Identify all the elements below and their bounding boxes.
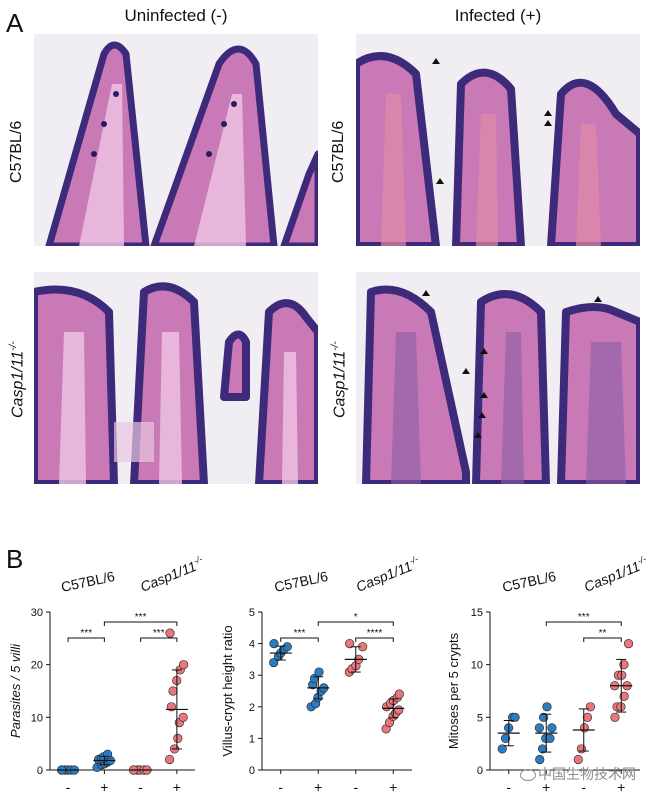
chart-0-significance-label: ***	[80, 628, 92, 639]
chart-0-significance-label: ***	[153, 628, 165, 639]
chart-2-point	[579, 723, 590, 733]
chart-1-group-label-c57bl6: C57BL/6	[273, 568, 330, 595]
watermark-text: 中国生物技术网	[520, 764, 636, 784]
row-label-c57bl6-infected: C57BL/6	[330, 120, 347, 183]
chart-1-y-tick-label: 0	[249, 765, 255, 777]
panel-b-label: B	[6, 544, 24, 574]
chart-2-y-tick-label: 5	[477, 712, 483, 724]
chart-0-point	[165, 628, 175, 638]
chart-2-point	[545, 733, 555, 743]
chart-1-significance-bracket	[317, 621, 394, 626]
chart-0-group-label-c57bl6: C57BL/6	[60, 568, 117, 595]
chart-1-point	[314, 667, 324, 677]
chart-2-point	[576, 744, 587, 754]
chart-2-y-tick-label: 0	[477, 765, 483, 777]
column-header-uninfected: Uninfected (-)	[124, 6, 228, 25]
chart-0-y-tick-label: 20	[31, 660, 43, 672]
chart-2-significance-bracket	[583, 637, 622, 642]
chart-2-significance-bracket	[545, 621, 622, 626]
chart-0-y-label: Parasites / 5 villi	[8, 643, 23, 738]
chart-0-y-tick-label: 0	[37, 765, 43, 777]
chart-0-significance-bracket	[140, 637, 178, 642]
chart-1-point	[345, 639, 355, 649]
chart-1-significance-bracket	[355, 637, 394, 642]
chart-2-point	[573, 754, 583, 765]
chart-1-significance-label: ***	[294, 628, 306, 639]
chart-2-point	[623, 639, 634, 649]
chart-2-point	[534, 723, 544, 733]
chart-1-point	[309, 673, 320, 683]
chart-2-group-label-c57bl6: C57BL/6	[501, 568, 558, 595]
chart-0-point	[173, 733, 183, 743]
chart-1-significance-label: *	[354, 612, 358, 623]
chart-0-significance-label: ***	[135, 612, 147, 623]
chart-0-y-tick-label: 30	[31, 607, 43, 619]
column-header-infected: Infected (+)	[454, 6, 542, 25]
chart-2-group-label-casp1-11: Casp1/11-/-	[581, 554, 650, 595]
chart-1-group-label-casp1-11: Casp1/11-/-	[353, 554, 422, 595]
chart-1-y-tick-label: 2	[249, 702, 255, 714]
chart-2-point	[510, 712, 520, 722]
chart-0-y-tick-label: 10	[31, 712, 43, 724]
chart-2-point	[610, 712, 620, 722]
chart-2-y-tick-label: 10	[471, 660, 483, 672]
chart-0-point	[164, 754, 175, 765]
chart-2-y-tick-label: 15	[471, 607, 483, 619]
chart-2-point	[619, 691, 629, 701]
chart-1-significance-label: ****	[367, 628, 383, 639]
chart-2-point	[585, 702, 596, 712]
chart-2-x-tick-label: -	[581, 779, 586, 795]
chart-1-y-label: Villus-crypt height ratio	[220, 625, 235, 756]
chart-2-point	[547, 723, 557, 733]
histology-image-c57bl6-uninfected	[34, 34, 318, 246]
chart-2-point	[619, 660, 629, 670]
chart-0-significance-bracket	[103, 621, 178, 626]
chart-0-x-tick-label: +	[100, 779, 108, 795]
wechat-icon	[520, 769, 536, 782]
chart-1-x-tick-label: -	[278, 779, 283, 795]
chart-1-y-tick-label: 3	[249, 670, 255, 682]
chart-0-group-label-casp1-11: Casp1/11-/-	[138, 554, 207, 595]
chart-0-point	[178, 712, 188, 722]
chart-1-point	[282, 642, 292, 652]
chart-2-x-tick-label: +	[617, 779, 625, 795]
chart-2-point	[535, 754, 545, 765]
panel-a-label: A	[6, 8, 24, 38]
chart-0-x-tick-label: -	[138, 779, 143, 795]
chart-2-point	[500, 733, 511, 743]
row-label-casp1-11-infected: Casp1/11-/-	[330, 341, 349, 418]
histology-image-casp1-infected	[356, 272, 640, 484]
chart-2-point	[537, 744, 548, 754]
chart-0-x-tick-label: +	[173, 779, 181, 795]
chart-2-x-tick-label: +	[542, 779, 550, 795]
chart-1-y-tick-label: 4	[249, 639, 255, 651]
chart-2-point	[582, 712, 593, 722]
chart-1-significance-bracket	[280, 637, 319, 642]
chart-1-point	[394, 689, 404, 699]
chart-0-significance-bracket	[67, 637, 105, 642]
chart-2-point	[542, 702, 552, 712]
row-label-casp1-11: Casp1/11-/-	[8, 341, 27, 418]
chart-1-x-tick-label: +	[314, 779, 322, 795]
chart-2-x-tick-label: -	[506, 779, 511, 795]
chart-1-point	[394, 705, 404, 715]
chart-1-x-tick-label: +	[389, 779, 397, 795]
chart-2-significance-label: **	[599, 628, 607, 639]
chart-2-significance-label: ***	[578, 612, 590, 623]
chart-0-x-tick-label: -	[66, 779, 71, 795]
histology-image-casp1-uninfected	[34, 272, 318, 484]
chart-2-point	[538, 712, 549, 722]
chart-0-point	[168, 686, 178, 696]
chart-2-y-label: Mitoses per 5 crypts	[446, 632, 461, 749]
row-label-c57bl6: C57BL/6	[8, 120, 25, 183]
histology-image-c57bl6-infected	[356, 34, 640, 246]
chart-1-y-tick-label: 1	[249, 733, 255, 745]
chart-2-point	[497, 744, 507, 754]
chart-1-y-tick-label: 5	[249, 607, 255, 619]
chart-0-point	[179, 660, 189, 670]
chart-1-x-tick-label: -	[353, 779, 358, 795]
